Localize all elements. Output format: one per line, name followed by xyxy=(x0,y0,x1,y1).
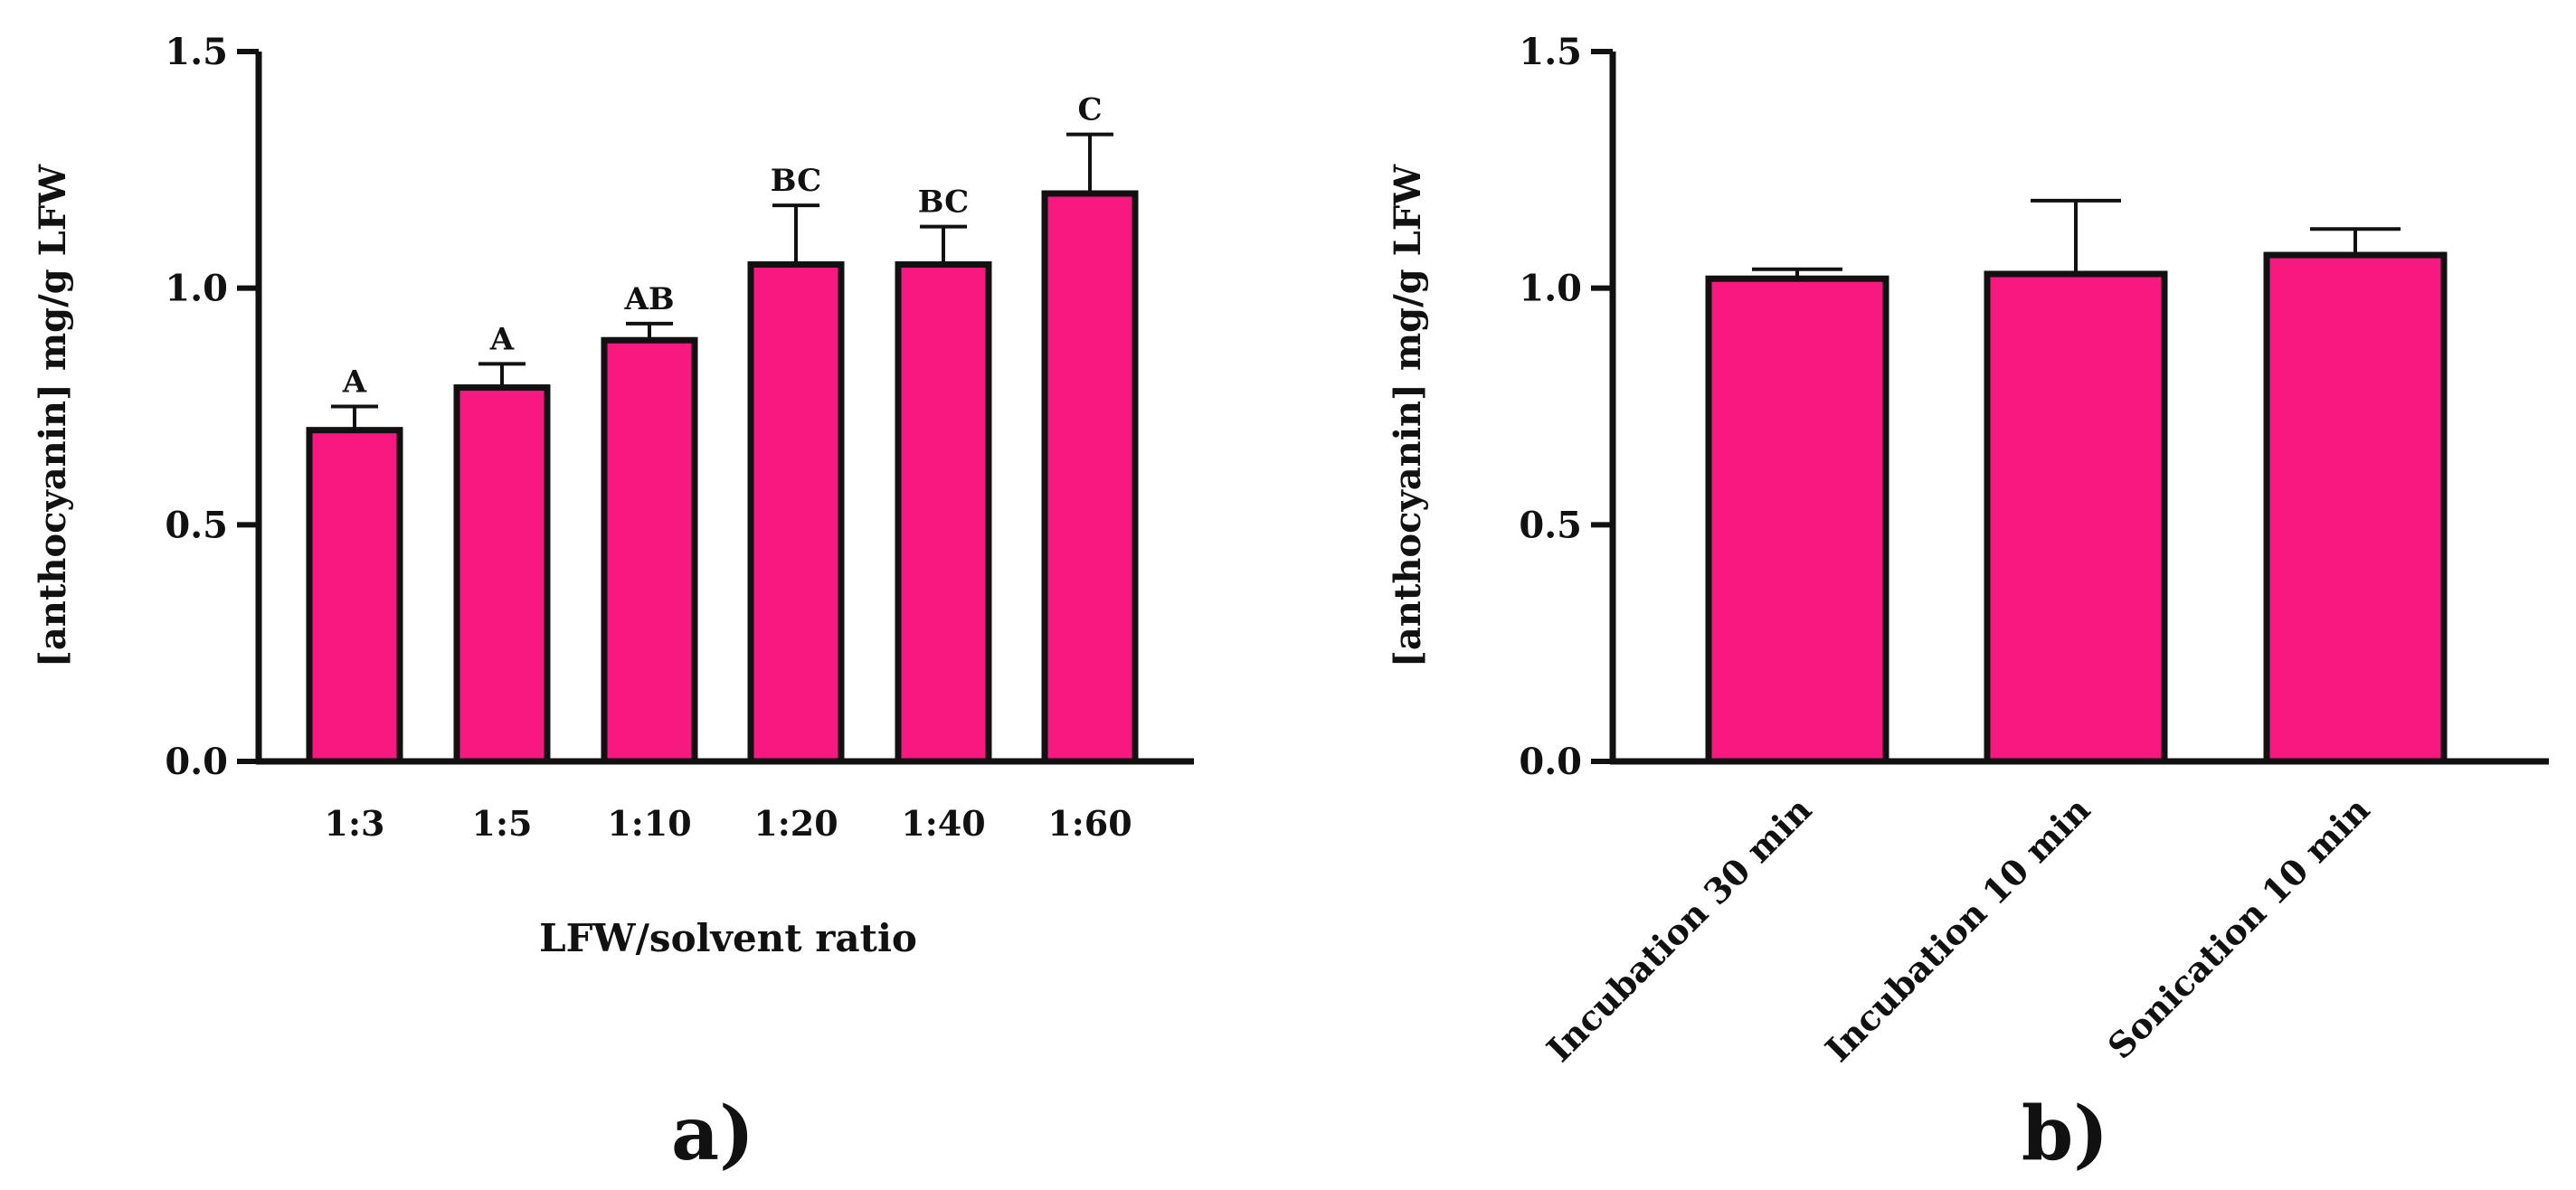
panel-a-y-tick-label: 0.5 xyxy=(165,504,228,546)
panel-a-significance-label: A xyxy=(489,321,515,357)
chart-panel-b: [anthocyanin] mg/g LFW b) 0.0 0.5 1.0 1.5 In… xyxy=(1387,31,2549,1177)
panel-a-category-label: 1:40 xyxy=(901,803,985,844)
panel-a-bar xyxy=(604,340,695,761)
panel-a-significance-label: A xyxy=(342,364,367,401)
panel-a-significance-label: AB xyxy=(623,281,674,317)
panel-a-bar xyxy=(751,265,841,762)
figure: [anthocyanin] mg/g LFW LFW/solvent ratio… xyxy=(0,0,2576,1190)
panel-label-a: a) xyxy=(671,1091,754,1177)
panel-label-b: b) xyxy=(2022,1091,2108,1177)
chart-panel-a: [anthocyanin] mg/g LFW LFW/solvent ratio… xyxy=(32,31,1194,1177)
y-axis-label-b: [anthocyanin] mg/g LFW xyxy=(1387,164,1429,667)
panel-a-bar xyxy=(457,388,547,761)
panel-b-category-label: Sonication 10 min xyxy=(2099,789,2377,1067)
panel-b-y-tick-label: 1.0 xyxy=(1519,268,1582,310)
panel-b-bar xyxy=(2267,255,2444,761)
panel-a-category-label: 1:5 xyxy=(472,803,533,844)
panel-a-significance-label: BC xyxy=(771,163,821,199)
panel-a-category-label: 1:60 xyxy=(1047,803,1132,844)
panel-a-category-label: 1:3 xyxy=(325,803,385,844)
panel-a-y-tick-label: 1.0 xyxy=(165,268,228,310)
panel-a-y-tick-label: 0.0 xyxy=(165,741,228,783)
panel-a-bar xyxy=(898,265,989,762)
panel-a-category-label: 1:20 xyxy=(753,803,838,844)
panel-a-significance-label: BC xyxy=(918,184,969,221)
panel-a-bar xyxy=(309,430,400,761)
panel-b-category-label: Incubation 30 min xyxy=(1539,789,1819,1070)
panel-b-bar xyxy=(1987,274,2164,761)
panel-a-y-tick-label: 1.5 xyxy=(165,31,228,73)
panel-b-y-tick-label: 0.5 xyxy=(1519,504,1582,546)
panel-a-category-label: 1:10 xyxy=(607,803,691,844)
x-axis-label-a: LFW/solvent ratio xyxy=(539,916,917,960)
panel-a-bar xyxy=(1045,194,1135,761)
panel-b-bar xyxy=(1709,279,1886,761)
panel-a-significance-label: C xyxy=(1077,92,1102,128)
panel-b-category-label: Incubation 10 min xyxy=(1817,789,2098,1070)
panel-b-y-tick-label: 1.5 xyxy=(1519,31,1582,73)
y-axis-label-a: [anthocyanin] mg/g LFW xyxy=(32,164,74,667)
panel-b-y-tick-label: 0.0 xyxy=(1519,741,1582,783)
